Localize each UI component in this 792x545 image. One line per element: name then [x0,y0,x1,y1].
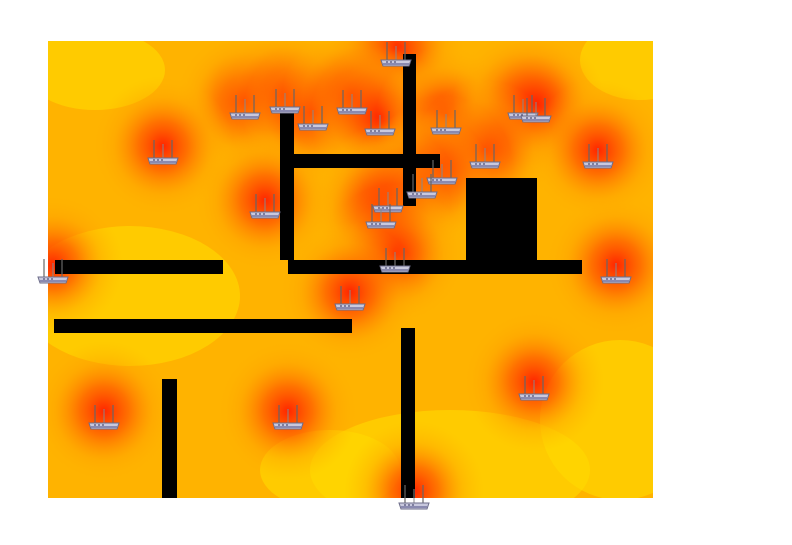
router-icon [380,42,412,67]
wall [280,110,294,260]
router-icon [297,106,329,131]
signal-hotspot [528,80,653,220]
walls-layer [54,54,582,498]
wall [403,54,416,206]
router-icon [229,95,261,120]
wall [55,260,223,274]
router-icon [398,485,430,510]
router-icon [430,110,462,135]
router-icon [582,144,614,169]
router-icon [88,405,120,430]
router-icon [365,204,397,229]
signal-hotspot [48,341,174,481]
router-icon [37,259,69,284]
wall [288,260,582,274]
wall [401,328,415,498]
router-icon [269,89,301,114]
router-icon [518,376,550,401]
routers-layer [37,42,632,510]
router-icon [426,160,458,185]
wall [280,154,440,168]
router-icon [520,98,552,123]
wall [466,178,537,262]
router-icon [469,144,501,169]
router-icon [334,286,366,311]
router-icon [364,111,396,136]
router-icon [272,405,304,430]
wall [162,379,177,498]
router-icon [249,194,281,219]
router-icon [406,174,438,199]
signal-hotspot [546,195,653,335]
wall [54,319,352,333]
router-icon [600,259,632,284]
router-icon [147,140,179,165]
router-icon [336,90,368,115]
router-icon [379,248,411,273]
